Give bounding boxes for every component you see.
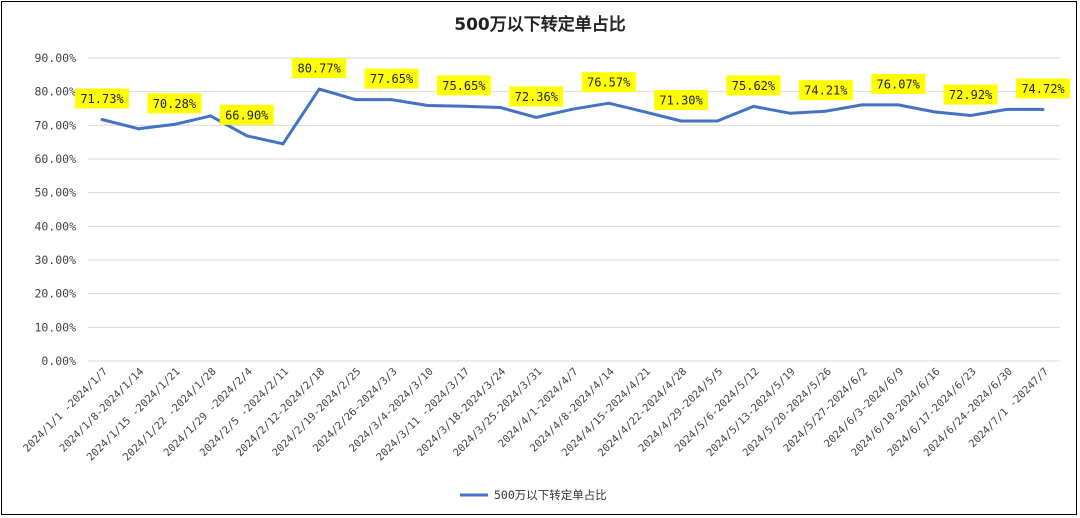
y-tick-label: 50.00%: [34, 186, 76, 200]
data-point: [679, 119, 683, 123]
data-point: [1005, 107, 1009, 111]
data-label: 66.90%: [225, 108, 269, 122]
data-label: 72.36%: [515, 90, 559, 104]
data-label-bg: [292, 58, 347, 79]
y-tick-label: 0.00%: [41, 354, 76, 368]
data-point: [317, 87, 321, 91]
data-label-bg: [436, 75, 491, 96]
y-tick-label: 60.00%: [34, 152, 76, 166]
data-point: [751, 104, 755, 108]
data-point: [824, 109, 828, 113]
y-tick-label: 90.00%: [34, 51, 76, 65]
data-label: 71.73%: [80, 92, 124, 106]
data-label-bg: [654, 89, 709, 110]
gridlines: [88, 57, 1060, 362]
data-label-bg: [1016, 78, 1070, 99]
y-tick-label: 10.00%: [34, 320, 76, 334]
data-label-bg: [871, 73, 926, 94]
data-point: [607, 101, 611, 105]
y-tick-label: 70.00%: [34, 118, 76, 132]
data-label: 70.28%: [153, 97, 197, 111]
data-point: [860, 103, 864, 107]
data-point: [643, 110, 647, 114]
data-label: 75.65%: [442, 79, 486, 93]
y-tick-label: 30.00%: [34, 253, 76, 267]
data-label: 76.57%: [587, 76, 631, 90]
data-point: [209, 114, 213, 118]
data-point: [281, 142, 285, 146]
data-point: [932, 110, 936, 114]
data-point: [426, 103, 430, 107]
data-point: [969, 114, 973, 118]
data-labels: 71.73% 70.28% 66.90% 80.77% 77.65% 75.65% 72.3…: [75, 58, 1070, 125]
data-point: [571, 107, 574, 111]
y-tick-label: 40.00%: [34, 219, 76, 233]
y-tick-label: 80.00%: [34, 85, 76, 99]
data-label-bg: [726, 75, 781, 96]
legend: 500万以下转定单占比: [460, 488, 607, 502]
chart-title: 500万以下转定单占比: [454, 14, 626, 35]
data-label: 76.07%: [877, 77, 921, 91]
data-point: [100, 118, 104, 122]
data-point: [245, 134, 249, 138]
data-label: 75.62%: [732, 79, 776, 93]
data-point: [534, 115, 538, 119]
data-point: [1041, 107, 1045, 111]
data-label-bg: [509, 86, 564, 107]
data-label: 74.72%: [1021, 82, 1065, 96]
data-point: [896, 103, 900, 107]
data-point: [498, 105, 502, 109]
data-point: [462, 104, 466, 108]
y-tick-label: 20.00%: [34, 287, 76, 301]
data-label-bg: [147, 93, 202, 114]
data-point: [136, 127, 140, 131]
data-label: 72.92%: [949, 88, 993, 102]
data-label: 80.77%: [297, 62, 341, 76]
series-line: [100, 87, 1045, 146]
data-point: [353, 98, 357, 102]
data-point: [788, 111, 792, 115]
data-label-bg: [581, 72, 636, 93]
data-label-bg: [798, 80, 853, 101]
data-point: [172, 122, 176, 126]
data-label: 74.21%: [804, 84, 848, 98]
data-label-bg: [943, 84, 998, 105]
data-label: 77.65%: [370, 72, 414, 86]
data-point: [715, 119, 719, 123]
x-axis-ticks: 2024/1/1 -2024/1/72024/1/8-2024/1/142024…: [21, 366, 1051, 464]
legend-label: 500万以下转定单占比: [494, 488, 607, 502]
data-label-bg: [75, 88, 129, 109]
data-label: 71.30%: [659, 93, 703, 107]
data-label-bg: [219, 104, 274, 125]
y-axis-ticks: 0.00% 10.00% 20.00% 30.00% 40.00% 50.00% 60.00…: [34, 51, 76, 368]
data-label-bg: [364, 68, 419, 89]
data-point: [390, 98, 394, 102]
